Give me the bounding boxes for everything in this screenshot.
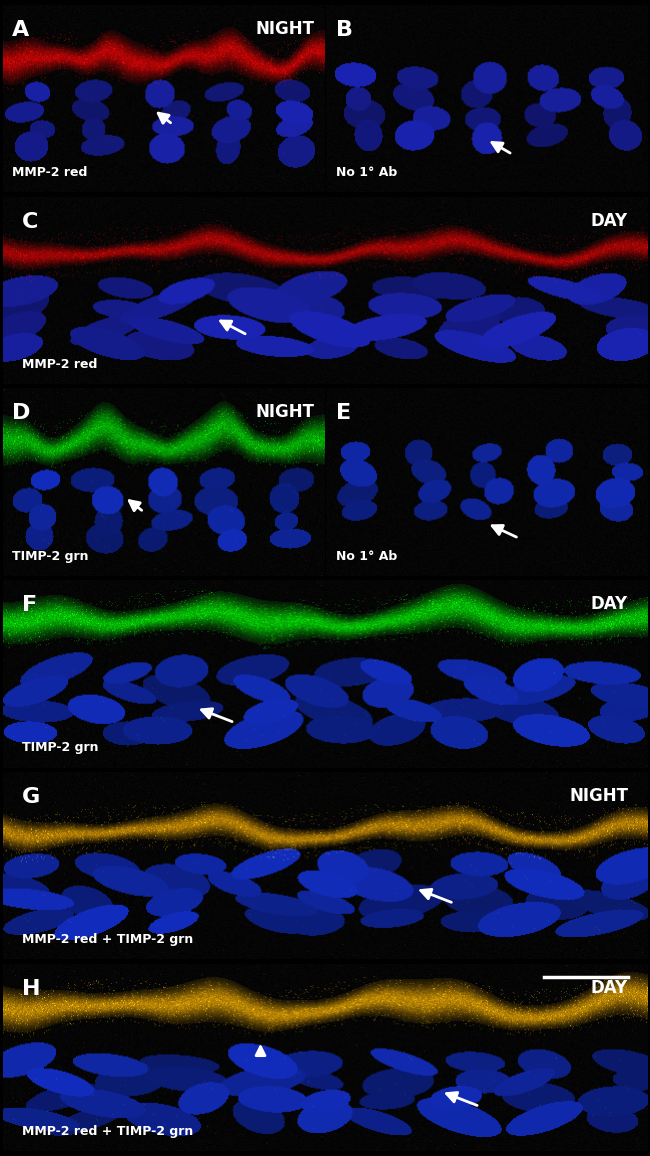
Text: MMP-2 red: MMP-2 red	[12, 165, 88, 179]
Text: MMP-2 red + TIMP-2 grn: MMP-2 red + TIMP-2 grn	[22, 933, 193, 947]
Text: MMP-2 red: MMP-2 red	[22, 357, 98, 371]
Text: TIMP-2 grn: TIMP-2 grn	[12, 549, 89, 563]
Text: B: B	[336, 20, 353, 39]
Text: E: E	[336, 403, 351, 423]
Text: DAY: DAY	[591, 212, 628, 230]
Text: DAY: DAY	[591, 979, 628, 998]
Text: No 1° Ab: No 1° Ab	[336, 165, 397, 179]
Text: F: F	[22, 595, 37, 615]
Text: MMP-2 red + TIMP-2 grn: MMP-2 red + TIMP-2 grn	[22, 1125, 193, 1139]
Text: NIGHT: NIGHT	[255, 20, 314, 38]
Text: H: H	[22, 979, 40, 999]
Text: TIMP-2 grn: TIMP-2 grn	[22, 741, 98, 755]
Text: NIGHT: NIGHT	[255, 403, 314, 422]
Text: No 1° Ab: No 1° Ab	[336, 549, 397, 563]
Text: G: G	[22, 787, 40, 807]
Text: A: A	[12, 20, 29, 39]
Text: NIGHT: NIGHT	[569, 787, 628, 806]
Text: D: D	[12, 403, 31, 423]
Text: C: C	[22, 212, 38, 231]
Text: DAY: DAY	[591, 595, 628, 614]
